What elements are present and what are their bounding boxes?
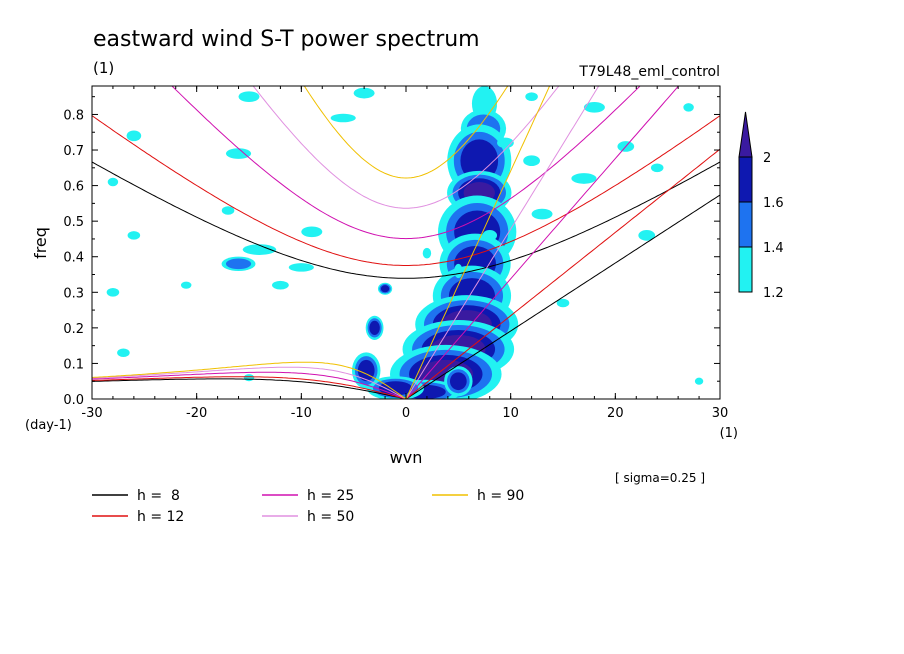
contour-region	[106, 288, 120, 297]
contour-region	[242, 244, 277, 255]
contour-region	[380, 285, 390, 293]
y-unit-label: (day-1)	[25, 418, 72, 433]
y-axis-label: freq	[31, 227, 50, 259]
sigma-note: [ sigma=0.25 ]	[615, 471, 705, 485]
contour-region	[301, 226, 323, 238]
x-unit-label: (1)	[720, 426, 738, 441]
x-tick-label: 20	[607, 406, 624, 421]
x-tick-label: 0	[402, 406, 410, 421]
contour-region	[531, 208, 553, 220]
contour-region	[225, 148, 252, 159]
y-tick-label: 0.1	[63, 357, 84, 372]
contour-region	[460, 139, 499, 183]
dispersion-curve-12	[92, 376, 407, 399]
dispersion-curve-25	[92, 371, 407, 399]
contour-region	[126, 130, 142, 142]
colorbar-swatch	[738, 156, 753, 203]
x-tick-label: -30	[81, 406, 102, 421]
contour-region	[556, 298, 570, 308]
colorbar: 1.2 1.4 1.6 2	[738, 111, 784, 301]
dispersion-curve-25	[171, 86, 641, 240]
contour-region	[449, 372, 467, 391]
colorbar-extend	[738, 111, 753, 158]
contour-region	[694, 377, 704, 385]
contour-region	[523, 155, 540, 167]
dispersion-curve-8	[92, 378, 407, 399]
x-tick-label: -10	[291, 406, 312, 421]
legend: h = 8 h = 12 h = 25 h = 50 h = 90	[92, 488, 524, 525]
dispersion-curve-50	[405, 86, 600, 399]
chart-title: eastward wind S-T power spectrum	[93, 27, 480, 52]
dispersion-curve-90	[405, 86, 551, 399]
dispersion-curves	[92, 86, 720, 399]
contour-region	[243, 374, 255, 382]
x-tick-label: 10	[502, 406, 519, 421]
y-tick-label: 0.3	[63, 286, 84, 301]
contour-region	[638, 230, 656, 241]
y-tick-label: 0.4	[63, 251, 84, 266]
contour-layer	[106, 86, 704, 399]
colorbar-label: 1.6	[763, 196, 784, 211]
contour-region	[238, 91, 260, 103]
y-tick-label: 0.5	[63, 215, 84, 230]
legend-label-90: h = 90	[477, 488, 524, 504]
contour-region	[117, 348, 130, 358]
chart-subtitle-right: T79L48_eml_control	[578, 64, 720, 80]
y-tick-label: 0.0	[63, 393, 84, 408]
contour-region	[650, 163, 664, 173]
contour-region	[353, 87, 375, 99]
colorbar-swatch	[738, 201, 753, 248]
colorbar-label: 1.4	[763, 241, 784, 256]
dispersion-curve-8	[405, 194, 720, 399]
dispersion-curve-90	[303, 86, 509, 179]
y-tick-label: 0.8	[63, 108, 84, 123]
contour-region	[272, 280, 289, 290]
contour-region	[422, 247, 432, 259]
contour-region	[571, 173, 597, 184]
contour-region	[107, 177, 119, 187]
contour-region	[683, 103, 694, 112]
contour-region	[583, 102, 605, 113]
legend-label-25: h = 25	[307, 488, 354, 504]
dispersion-curve-12	[92, 115, 720, 266]
y-tick-label: 0.6	[63, 180, 84, 195]
colorbar-label: 2	[763, 151, 771, 166]
dispersion-curve-25	[405, 86, 680, 399]
legend-label-12: h = 12	[137, 509, 184, 525]
y-tick-label: 0.7	[63, 144, 84, 159]
contour-region	[369, 320, 380, 335]
contour-region	[497, 137, 514, 149]
x-tick-label: -20	[186, 406, 207, 421]
contour-region	[180, 281, 192, 289]
dispersion-curve-8	[92, 161, 720, 279]
y-tick-label: 0.2	[63, 322, 84, 337]
contour-region	[525, 92, 538, 101]
x-axis-label: wvn	[390, 448, 423, 467]
dispersion-curve-12	[405, 148, 720, 399]
contour-region	[330, 113, 356, 123]
x-tick-label: 30	[712, 406, 729, 421]
contour-region	[482, 230, 498, 241]
contour-region	[127, 231, 141, 240]
colorbar-swatch	[738, 246, 753, 293]
dispersion-curve-50	[92, 366, 407, 399]
axis-ticks: -30 -20 -10 0 10 20 30 0.0 0.1 0.2 0.3 0.4 0.5 0.6 0.7…	[63, 86, 728, 421]
chart-subtitle-left: (1)	[93, 59, 114, 77]
contour-region	[288, 263, 314, 272]
contour-region	[221, 206, 235, 215]
legend-label-8: h = 8	[137, 488, 180, 504]
dispersion-curve-50	[252, 86, 560, 209]
dispersion-curve-90	[92, 361, 407, 399]
colorbar-label: 1.2	[763, 286, 784, 301]
contour-region	[225, 258, 252, 270]
legend-label-50: h = 50	[307, 509, 354, 525]
contour-region	[454, 263, 463, 279]
